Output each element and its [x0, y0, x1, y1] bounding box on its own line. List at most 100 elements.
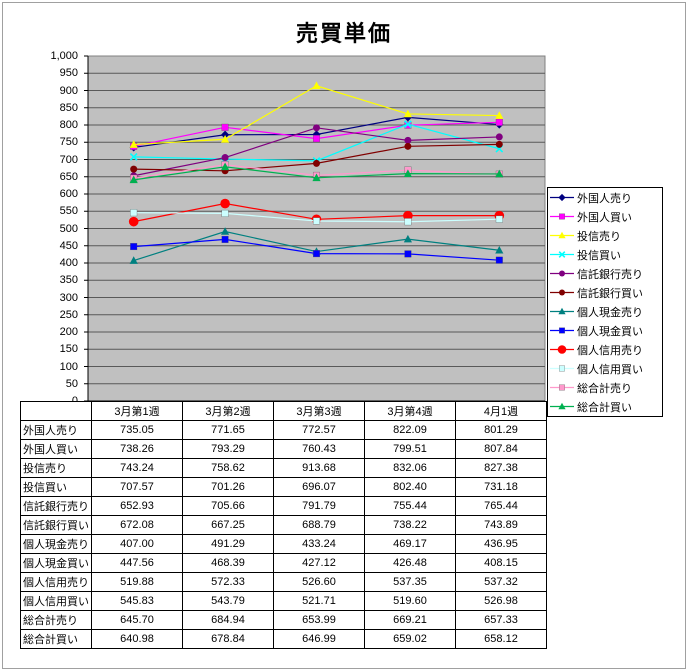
table-row: 投信買い 707.57 701.26 696.07 802.40 731.18 — [20, 477, 547, 497]
table-row-label: 個人信用買い — [20, 591, 92, 611]
table-row-label: 外国人買い — [20, 439, 92, 459]
table-cell: 537.35 — [364, 572, 456, 592]
table-row: 外国人買い 738.26 793.29 760.43 799.51 807.84 — [20, 439, 547, 459]
table-cell: 433.24 — [273, 534, 365, 554]
table-cell: 537.32 — [455, 572, 547, 592]
table-cell: 688.79 — [273, 515, 365, 535]
table-body: 外国人売り 735.05 771.65 772.57 822.09 801.29 外国人買い… — [20, 420, 547, 649]
table-cell: 684.94 — [182, 610, 274, 630]
table-row: 信託銀行買い 672.08 667.25 688.79 738.22 743.89 — [20, 515, 547, 535]
y-axis-label: 1,000 — [50, 50, 78, 62]
table-cell: 832.06 — [364, 458, 456, 478]
table-corner-cell — [20, 401, 92, 421]
chart-title: 売買単価 — [295, 21, 392, 46]
table-header: 3月第1週 3月第2週 3月第3週 3月第4週 4月1週 — [20, 401, 547, 421]
legend-key-icon — [550, 384, 574, 391]
table-cell: 447.56 — [91, 553, 183, 573]
table-cell: 758.62 — [182, 458, 274, 478]
table-column-header: 3月第2週 — [182, 401, 274, 421]
table-cell: 646.99 — [273, 629, 365, 649]
table-cell: 519.60 — [364, 591, 456, 611]
series-個人現金買い — [130, 235, 503, 264]
table-cell: 491.29 — [182, 534, 274, 554]
legend-item: 信託銀行売り — [548, 264, 662, 283]
legend-label: 個人信用買い — [577, 363, 643, 376]
table-row: 総合計買い 640.98 678.84 646.99 659.02 658.12 — [20, 629, 547, 649]
table-cell: 760.43 — [273, 439, 365, 459]
table-row-label: 信託銀行買い — [20, 515, 92, 535]
table-cell: 645.70 — [91, 610, 183, 630]
series-個人信用買い — [130, 209, 503, 226]
legend-label: 個人信用売り — [577, 344, 643, 357]
legend-item: 個人信用買い — [548, 359, 662, 378]
legend-label: 投信売り — [577, 230, 621, 243]
line-chart-plot — [84, 55, 546, 402]
table-cell: 807.84 — [455, 439, 547, 459]
table-column-header: 3月第4週 — [364, 401, 456, 421]
table-cell: 678.84 — [182, 629, 274, 649]
table-row: 個人現金買い 447.56 468.39 427.12 426.48 408.15 — [20, 553, 547, 573]
table-column-header: 3月第3週 — [273, 401, 365, 421]
table-cell: 672.08 — [91, 515, 183, 535]
table-row-label: 個人現金売り — [20, 534, 92, 554]
y-axis-label: 950 — [59, 67, 78, 80]
legend-key-icon — [550, 289, 574, 296]
table-cell: 468.39 — [182, 553, 274, 573]
table-cell: 696.07 — [273, 477, 365, 497]
legend-key-icon — [550, 231, 574, 239]
table-row: 個人現金売り 407.00 491.29 433.24 469.17 436.95 — [20, 534, 547, 554]
table-cell: 526.60 — [273, 572, 365, 592]
legend-key-icon — [550, 193, 574, 202]
legend-key-icon — [550, 345, 574, 354]
data-table: 3月第1週 3月第2週 3月第3週 3月第4週 4月1週 外国人売り 735.05 771.… — [20, 401, 547, 649]
legend-key-icon — [550, 270, 574, 277]
legend-item: 個人現金買い — [548, 321, 662, 340]
table-row: 外国人売り 735.05 771.65 772.57 822.09 801.29 — [20, 420, 547, 440]
table-row-label: 個人現金買い — [20, 553, 92, 573]
table-row-label: 総合計買い — [20, 629, 92, 649]
table-cell: 801.29 — [455, 420, 547, 440]
y-axis-label: 200 — [59, 326, 78, 338]
table-cell: 765.44 — [455, 496, 547, 516]
table-cell: 652.93 — [91, 496, 183, 516]
table-cell: 572.33 — [182, 572, 274, 592]
legend-item: 個人現金売り — [548, 302, 662, 321]
y-axis-label: 400 — [59, 257, 78, 269]
table-cell: 738.22 — [364, 515, 456, 535]
table-cell: 427.12 — [273, 553, 365, 573]
y-axis-label: 700 — [59, 153, 78, 166]
y-axis-label: 800 — [59, 119, 78, 131]
legend: 外国人売り 外国人買い 投信売り 投信買い 信託銀行売り 信託銀行買い 個人現金売り 個人現金… — [547, 187, 663, 417]
y-axis-label: 300 — [59, 291, 78, 304]
y-axis-label: 150 — [59, 343, 78, 356]
table-row-label: 総合計売り — [20, 610, 92, 630]
y-axis-label: 650 — [59, 170, 78, 183]
table-cell: 521.71 — [273, 591, 365, 611]
legend-key-icon — [550, 402, 574, 410]
table-cell: 543.79 — [182, 591, 274, 611]
table-cell: 735.05 — [91, 420, 183, 440]
legend-label: 外国人買い — [577, 211, 632, 224]
legend-label: 信託銀行買い — [577, 287, 643, 300]
y-axis-label: 900 — [59, 84, 78, 97]
table-row-label: 個人信用売り — [20, 572, 92, 592]
series-投信売り — [129, 81, 504, 148]
table-column-header: 3月第1週 — [91, 401, 183, 421]
table-row: 個人信用売り 519.88 572.33 526.60 537.35 537.32 — [20, 572, 547, 592]
table-cell: 743.24 — [91, 458, 183, 478]
legend-label: 外国人売り — [577, 192, 632, 205]
y-axis-label: 450 — [59, 239, 78, 252]
y-axis-label: 100 — [59, 360, 78, 373]
table-cell: 755.44 — [364, 496, 456, 516]
table-row-label: 外国人売り — [20, 420, 92, 440]
legend-key-icon — [550, 307, 574, 315]
y-axis-label: 600 — [59, 188, 78, 200]
table-cell: 407.00 — [91, 534, 183, 554]
table-cell: 799.51 — [364, 439, 456, 459]
table-cell: 705.66 — [182, 496, 274, 516]
legend-item: 個人信用売り — [548, 340, 662, 359]
legend-label: 信託銀行売り — [577, 268, 643, 281]
legend-item: 外国人買い — [548, 207, 662, 226]
table-cell: 658.12 — [455, 629, 547, 649]
